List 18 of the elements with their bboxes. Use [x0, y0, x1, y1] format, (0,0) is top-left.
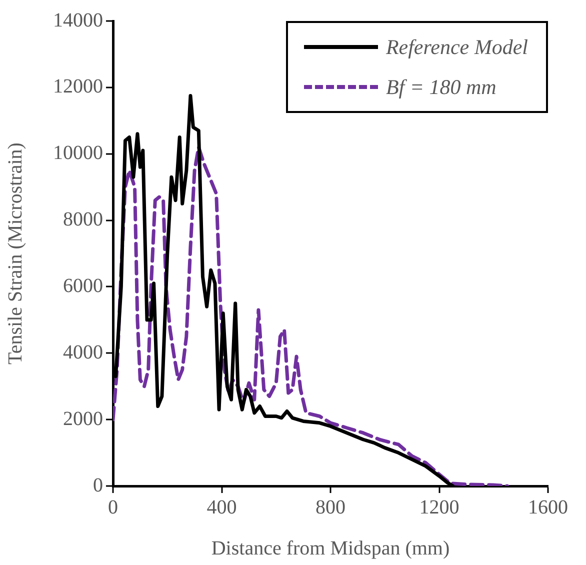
x-axis-title: Distance from Midspan (mm) — [211, 537, 450, 560]
y-axis-title: Tensile Strain (Microstrain) — [4, 142, 26, 364]
legend-label: Bf = 180 mm — [386, 74, 496, 100]
y-tick-label: 0 — [93, 474, 103, 496]
y-tick-label: 6000 — [63, 274, 103, 297]
line-series — [113, 145, 509, 486]
y-tick-label: 4000 — [63, 341, 103, 364]
y-tick-label: 12000 — [53, 76, 103, 98]
x-tick-label: 1200 — [419, 496, 460, 518]
y-tick-label: 8000 — [63, 208, 103, 231]
x-tick-label: 800 — [316, 496, 346, 518]
x-tick-label: 1600 — [528, 496, 568, 518]
x-tick-label: 0 — [108, 496, 118, 518]
y-tick-label: 2000 — [63, 408, 103, 430]
y-tick-label: 14000 — [53, 9, 103, 32]
x-tick-label: 400 — [206, 496, 237, 518]
legend-label: Reference Model — [386, 34, 528, 60]
y-tick-label: 10000 — [53, 142, 103, 164]
